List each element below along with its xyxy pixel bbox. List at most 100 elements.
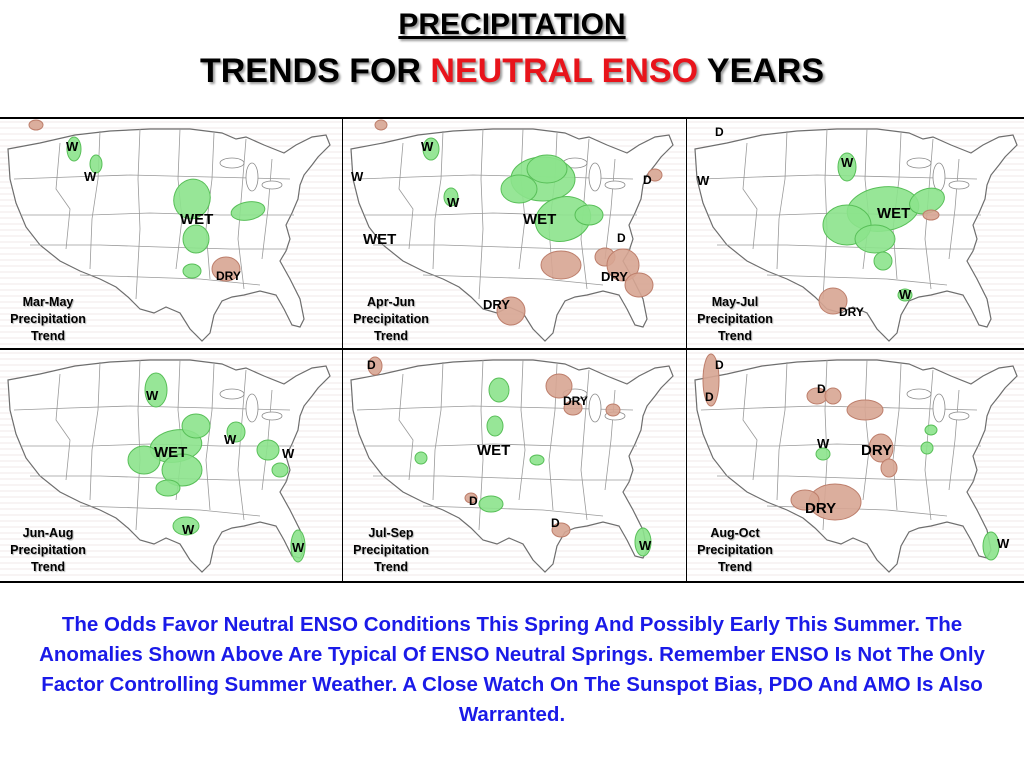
wet-anomaly-area-6 [226,421,246,443]
wet-anomaly-area-6 [414,451,428,465]
dry-anomaly-area-7 [211,256,241,282]
wet-anomaly-area-2 [443,187,459,207]
dry-anomaly-area-12 [496,296,526,326]
wet-anomaly-area-7 [897,288,913,302]
map-label-w: W [282,446,295,461]
map-label-d: D [551,516,560,530]
dry-anomaly-area-8 [818,287,848,315]
map-label-w: W [817,436,830,451]
wet-anomaly-area-7 [574,204,604,226]
us-map-1 [0,119,342,349]
map-label-w: W [351,169,364,184]
map-label-d: D [617,231,626,245]
dry-anomaly-area-8 [790,489,820,511]
dry-anomaly-area-1 [702,353,720,407]
map-label-wet: WET [523,211,557,228]
us-map-4 [0,350,342,580]
wet-anomaly-area-5 [500,174,538,204]
dry-anomaly-area-3 [846,399,884,421]
grid-divider-left [342,117,343,583]
map-panel-3: D W W WET W DRY May-Jul Precipitation Trend [687,119,1024,351]
dry-anomaly-area-10 [606,248,640,282]
dry-anomaly-area-10 [464,492,478,504]
wet-anomaly-area-5 [127,445,161,475]
map-label-w: W [84,169,97,184]
map-label-w: W [146,388,159,403]
map-panel-6: D D D W DRY DRY W Aug-Oct Precipitation Trend [687,350,1024,582]
map-label-dry: DRY [563,394,588,408]
wet-anomaly-area-6 [182,263,202,279]
dry-anomaly-area-13 [647,168,663,182]
map-panel-2: W W W D WET WET D DRY DRY Apr-Jun Precipitation T… [343,119,685,351]
dry-anomaly-area-9 [922,209,940,221]
wet-anomaly-area-6 [873,251,893,271]
wet-anomaly-area-1 [488,377,510,403]
wet-anomaly-area-10 [290,529,306,563]
wet-anomaly-area-7 [256,439,280,461]
map-panel-4: W W WET W W W Jun-Aug Precipitation Trend [0,350,342,582]
wet-anomaly-area-4 [181,413,211,439]
dry-anomaly-area-11 [624,272,654,298]
grid-bottom-border [0,581,1024,583]
map-label-wet: WET [180,211,214,228]
map-label-w: W [66,139,79,154]
wet-anomaly-area-3 [173,178,211,220]
map-label-w: W [447,195,460,210]
us-map-6 [687,350,1024,580]
map-label-d: D [469,494,478,508]
precipitation-map-grid: D D D W DRY DRY W Aug-Oct Precipitation Trend D D… [0,117,1024,583]
wet-anomaly-area-3 [161,453,203,487]
dry-anomaly-area-8 [540,250,582,280]
us-map-3 [687,119,1024,349]
panel-period-label: Aug-Oct Precipitation Trend [697,526,773,574]
map-label-w: W [182,522,195,537]
wet-anomaly-area-1 [422,137,440,161]
map-label-dry: DRY [483,297,510,312]
grid-middle-border [0,348,1024,350]
wet-anomaly-area-4 [526,154,568,184]
panel-period-label: Mar-May Precipitation Trend [10,295,86,343]
map-label-wet: WET [477,442,511,459]
map-label-w: W [697,173,710,188]
panel-period-label: May-Jul Precipitation Trend [697,295,773,343]
map-label-d: D [715,358,724,372]
title-line-2: TRENDS FOR NEUTRAL ENSO YEARS [0,52,1024,91]
wet-anomaly-area-1 [144,372,168,408]
dry-anomaly-area-5 [868,433,894,463]
map-label-wet: WET [363,231,397,248]
wet-anomaly-area-5 [230,201,266,221]
map-label-w: W [899,287,912,302]
wet-anomaly-area-9 [815,447,831,461]
caption-text: The Odds Favor Neutral ENSO Conditions T… [39,613,985,726]
grid-divider-right [686,117,687,583]
wet-anomaly-area-4 [478,495,504,513]
title-line-1: PRECIPITATION [398,8,626,41]
dry-anomaly-area-8 [28,119,44,131]
wet-anomaly-area-4 [182,224,210,254]
map-label-d: D [367,358,376,372]
dry-anomaly-area-9 [367,356,383,376]
map-label-w: W [421,139,434,154]
wet-anomaly-area-1 [837,152,857,182]
map-label-wet: WET [877,205,911,222]
wet-anomaly-area-1 [66,136,82,162]
dry-anomaly-area-14 [374,119,388,131]
dry-anomaly-area-12 [605,403,621,417]
wet-anomaly-area-5 [854,224,896,254]
panel-period-label: Jun-Aug Precipitation Trend [10,526,86,574]
wet-anomaly-area-2 [89,154,103,174]
wet-anomaly-area-5 [634,527,652,557]
map-label-dry: DRY [805,500,837,517]
wet-anomaly-area-10 [920,441,934,455]
title-part-3: YEARS [706,52,825,90]
map-label-w: W [224,432,237,447]
map-label-d: D [705,390,714,404]
dry-anomaly-area-6 [880,458,898,478]
map-label-w: W [639,538,652,553]
dry-anomaly-area-4 [824,387,842,405]
map-label-wet: WET [154,444,188,461]
title-neutral-enso: NEUTRAL ENSO [430,52,699,90]
us-map-5 [343,350,685,580]
map-label-w: W [841,155,854,170]
panel-period-label: Jul-Sep Precipitation Trend [353,526,429,574]
